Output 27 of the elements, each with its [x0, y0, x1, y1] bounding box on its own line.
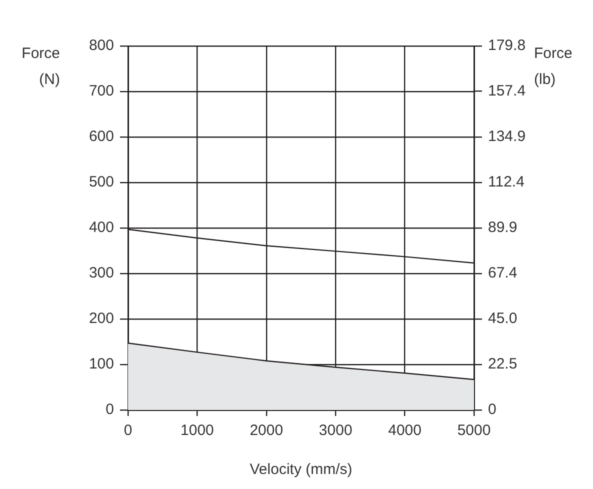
y-tick-label: 800 [88, 37, 114, 54]
x-tick-label: 1000 [180, 422, 214, 440]
x-tick-label: 0 [124, 422, 132, 440]
y2-tick-label: 22.5 [488, 356, 518, 373]
y-tick-label: 400 [88, 219, 114, 236]
x-tick-label: 5000 [457, 422, 491, 440]
y-tick-label: 0 [106, 401, 114, 418]
y-tick-label: 200 [88, 310, 114, 328]
y2-tick-label: 112.4 [488, 174, 524, 191]
x-axis-title: Velocity (mm/s) [250, 461, 352, 478]
y2-tick-label: 89.9 [488, 219, 518, 236]
y2-tick-label: 134.9 [488, 128, 526, 146]
y-tick-label: 700 [88, 82, 114, 100]
y2-tick-label: 0 [488, 401, 496, 418]
x-tick-label: 2000 [250, 422, 284, 440]
y2-axis-title: Force (lb) [534, 45, 572, 88]
x-tick-label: 3000 [318, 422, 352, 440]
y2-tick-label: 67.4 [488, 264, 518, 282]
y2-tick-label: 179.8 [488, 37, 526, 54]
x-tick-label: 4000 [388, 422, 422, 440]
y2-tick-label: 157.4 [488, 82, 526, 100]
y2-tick-label: 45.0 [488, 310, 518, 328]
y-tick-label: 500 [88, 174, 114, 191]
y-tick-label: 600 [88, 128, 114, 146]
y-tick-label: 100 [88, 356, 114, 373]
y-tick-label: 300 [88, 264, 114, 282]
y-axis-title: Force (N) [22, 45, 60, 88]
